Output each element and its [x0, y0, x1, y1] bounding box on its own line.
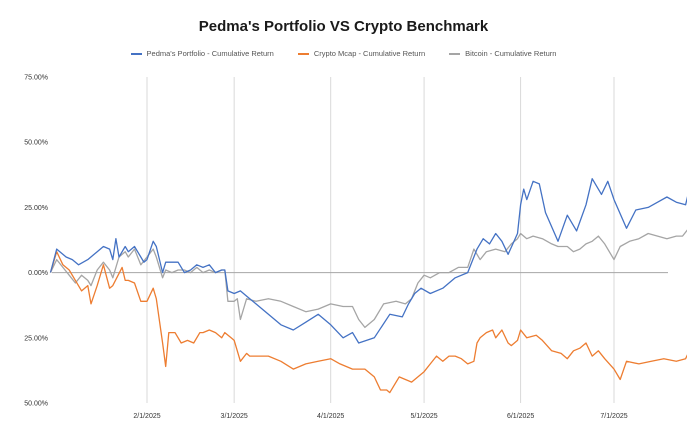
legend-label: Bitcoin - Cumulative Return — [465, 49, 557, 58]
legend-swatch — [449, 52, 461, 55]
x-tick-label: 7/1/2025 — [600, 413, 627, 420]
legend: Pedma's Portfolio - Cumulative Return Cry… — [0, 49, 687, 58]
legend-label: Pedma's Portfolio - Cumulative Return — [146, 49, 274, 58]
y-tick-label: 0.00% — [28, 270, 48, 277]
crypto-mcap-line — [49, 251, 687, 394]
x-tick-label: 6/1/2025 — [507, 413, 534, 420]
x-tick-label: 2/1/2025 — [133, 413, 160, 420]
portfolio-line — [49, 178, 687, 344]
legend-crypto-mcap: Crypto Mcap - Cumulative Return — [297, 49, 426, 58]
bitcoin-line — [49, 229, 687, 329]
y-tick-label: 25.00% — [24, 335, 48, 342]
x-tick-label: 5/1/2025 — [410, 413, 437, 420]
y-tick-label: 50.00% — [24, 140, 48, 147]
y-tick-label: 50.00% — [24, 401, 48, 408]
x-tick-label: 3/1/2025 — [221, 413, 248, 420]
legend-swatch — [297, 52, 309, 55]
y-tick-label: 75.00% — [24, 75, 48, 82]
legend-bitcoin: Bitcoin - Cumulative Return — [449, 49, 556, 58]
legend-label: Crypto Mcap - Cumulative Return — [313, 49, 426, 58]
chart-title: Pedma's Portfolio VS Crypto Benchmark — [198, 18, 489, 35]
legend-swatch — [130, 52, 142, 55]
y-tick-label: 25.00% — [24, 205, 48, 212]
x-tick-label: 4/1/2025 — [317, 413, 344, 420]
legend-portfolio: Pedma's Portfolio - Cumulative Return — [130, 49, 274, 58]
